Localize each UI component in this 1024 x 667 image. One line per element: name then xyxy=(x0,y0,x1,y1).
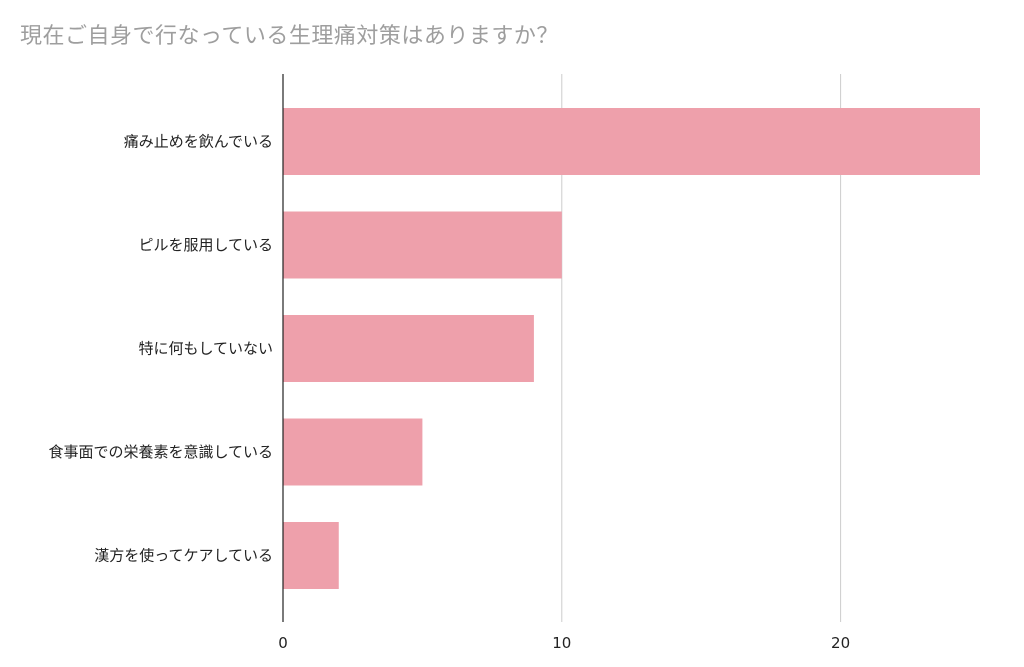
bar-1 xyxy=(283,211,562,279)
x-tick-label: 0 xyxy=(278,634,288,652)
category-label: 痛み止めを飲んでいる xyxy=(124,133,273,151)
category-label: 特に何もしていない xyxy=(138,340,273,358)
category-label: 漢方を使ってケアしている xyxy=(94,547,273,565)
category-label: ピルを服用している xyxy=(138,236,273,254)
x-tick-label: 20 xyxy=(831,634,850,652)
category-label: 食事面での栄養素を意識している xyxy=(48,443,273,461)
bar-2 xyxy=(283,315,534,382)
x-tick-label: 10 xyxy=(552,634,571,652)
bar-3 xyxy=(283,418,423,486)
bar-4 xyxy=(283,522,339,589)
bar-0 xyxy=(283,108,980,175)
chart-title: 現在ご自身で行なっている生理痛対策はありますか？ xyxy=(20,24,559,49)
